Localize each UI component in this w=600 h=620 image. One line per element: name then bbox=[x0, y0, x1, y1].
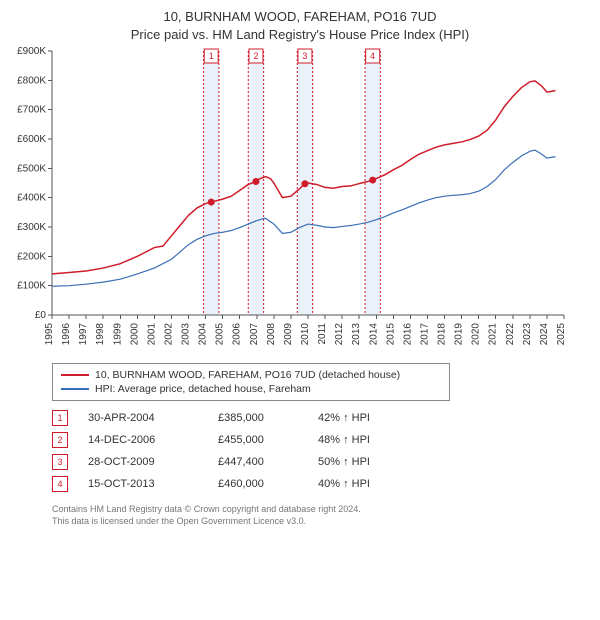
transaction-price: £460,000 bbox=[218, 478, 298, 490]
sale-marker bbox=[208, 199, 215, 206]
sale-marker bbox=[252, 178, 259, 185]
x-tick-label: 2017 bbox=[419, 323, 430, 346]
x-tick-label: 2003 bbox=[181, 323, 192, 346]
title-line-1: 10, BURNHAM WOOD, FAREHAM, PO16 7UD bbox=[10, 8, 590, 26]
x-tick-label: 2023 bbox=[522, 323, 533, 346]
x-tick-label: 2018 bbox=[437, 323, 448, 346]
table-row: 2 14-DEC-2006 £455,000 48% ↑ HPI bbox=[52, 429, 590, 451]
footer-line-2: This data is licensed under the Open Gov… bbox=[52, 515, 590, 527]
y-tick-label: £900K bbox=[17, 47, 46, 57]
x-tick-label: 2025 bbox=[556, 323, 567, 346]
x-tick-label: 2024 bbox=[539, 323, 550, 346]
legend-item: HPI: Average price, detached house, Fare… bbox=[61, 382, 441, 396]
x-tick-label: 2021 bbox=[488, 323, 499, 346]
x-tick-label: 2006 bbox=[232, 323, 243, 346]
sale-marker bbox=[301, 180, 308, 187]
x-tick-label: 2001 bbox=[146, 323, 157, 346]
x-tick-label: 2015 bbox=[385, 323, 396, 346]
y-tick-label: £600K bbox=[17, 134, 46, 145]
x-tick-label: 2013 bbox=[351, 323, 362, 346]
legend-swatch bbox=[61, 388, 89, 390]
title-line-2: Price paid vs. HM Land Registry's House … bbox=[10, 26, 590, 44]
y-tick-label: £100K bbox=[17, 281, 46, 292]
transaction-badge: 4 bbox=[52, 476, 68, 492]
x-tick-label: 2002 bbox=[163, 323, 174, 346]
x-tick-label: 1998 bbox=[95, 323, 106, 346]
y-tick-label: £500K bbox=[17, 163, 46, 174]
y-tick-label: £400K bbox=[17, 193, 46, 204]
y-tick-label: £300K bbox=[17, 222, 46, 233]
y-tick-label: £800K bbox=[17, 75, 46, 86]
x-tick-label: 1995 bbox=[44, 323, 55, 346]
x-tick-label: 2004 bbox=[198, 323, 209, 346]
legend: 10, BURNHAM WOOD, FAREHAM, PO16 7UD (det… bbox=[52, 363, 450, 401]
transaction-date: 14-DEC-2006 bbox=[88, 434, 198, 446]
sale-marker bbox=[369, 177, 376, 184]
x-tick-label: 2005 bbox=[215, 323, 226, 346]
svg-text:4: 4 bbox=[370, 51, 375, 61]
footer-attribution: Contains HM Land Registry data © Crown c… bbox=[52, 503, 590, 527]
transaction-price: £447,400 bbox=[218, 456, 298, 468]
price-chart: 1 2 3 4 £0 £100K £200K £300K £400K £500K £600K £700… bbox=[10, 47, 590, 357]
x-tick-label: 2011 bbox=[317, 323, 328, 345]
transaction-badge: 1 bbox=[52, 410, 68, 426]
x-tick-label: 2020 bbox=[471, 323, 482, 346]
transaction-table: 1 30-APR-2004 £385,000 42% ↑ HPI 2 14-DEC-200… bbox=[52, 407, 590, 495]
x-tick-label: 2010 bbox=[300, 323, 311, 346]
transaction-date: 30-APR-2004 bbox=[88, 412, 198, 424]
y-tick-label: £200K bbox=[17, 251, 46, 262]
legend-label: HPI: Average price, detached house, Fare… bbox=[95, 383, 311, 395]
x-tick-label: 1999 bbox=[112, 323, 123, 346]
transaction-price: £385,000 bbox=[218, 412, 298, 424]
transaction-date: 15-OCT-2013 bbox=[88, 478, 198, 490]
x-tick-label: 2019 bbox=[454, 323, 465, 346]
transaction-delta: 42% ↑ HPI bbox=[318, 412, 408, 424]
y-tick-label: £0 bbox=[35, 310, 47, 321]
x-tick-label: 2000 bbox=[129, 323, 140, 346]
table-row: 1 30-APR-2004 £385,000 42% ↑ HPI bbox=[52, 407, 590, 429]
x-tick-label: 1997 bbox=[78, 323, 89, 346]
transaction-delta: 48% ↑ HPI bbox=[318, 434, 408, 446]
legend-swatch bbox=[61, 374, 89, 376]
footer-line-1: Contains HM Land Registry data © Crown c… bbox=[52, 503, 590, 515]
x-tick-label: 2016 bbox=[402, 323, 413, 346]
legend-item: 10, BURNHAM WOOD, FAREHAM, PO16 7UD (det… bbox=[61, 368, 441, 382]
transaction-delta: 40% ↑ HPI bbox=[318, 478, 408, 490]
x-tick-label: 2014 bbox=[368, 323, 379, 346]
chart-title: 10, BURNHAM WOOD, FAREHAM, PO16 7UD Pric… bbox=[10, 8, 590, 43]
table-row: 3 28-OCT-2009 £447,400 50% ↑ HPI bbox=[52, 451, 590, 473]
x-tick-label: 2007 bbox=[249, 323, 260, 346]
x-tick-label: 1996 bbox=[61, 323, 72, 346]
svg-text:3: 3 bbox=[302, 51, 307, 61]
x-tick-label: 2022 bbox=[505, 323, 516, 346]
svg-text:2: 2 bbox=[253, 51, 258, 61]
x-tick-label: 2008 bbox=[266, 323, 277, 346]
transaction-badge: 3 bbox=[52, 454, 68, 470]
svg-text:1: 1 bbox=[209, 51, 214, 61]
y-tick-label: £700K bbox=[17, 105, 46, 116]
x-tick-label: 2009 bbox=[283, 323, 294, 346]
transaction-delta: 50% ↑ HPI bbox=[318, 456, 408, 468]
transaction-badge: 2 bbox=[52, 432, 68, 448]
chart-svg: 1 2 3 4 £0 £100K £200K £300K £400K £500K £600K £700… bbox=[10, 47, 570, 357]
x-tick-label: 2012 bbox=[334, 323, 345, 346]
transaction-price: £455,000 bbox=[218, 434, 298, 446]
legend-label: 10, BURNHAM WOOD, FAREHAM, PO16 7UD (det… bbox=[95, 369, 400, 381]
transaction-date: 28-OCT-2009 bbox=[88, 456, 198, 468]
table-row: 4 15-OCT-2013 £460,000 40% ↑ HPI bbox=[52, 473, 590, 495]
